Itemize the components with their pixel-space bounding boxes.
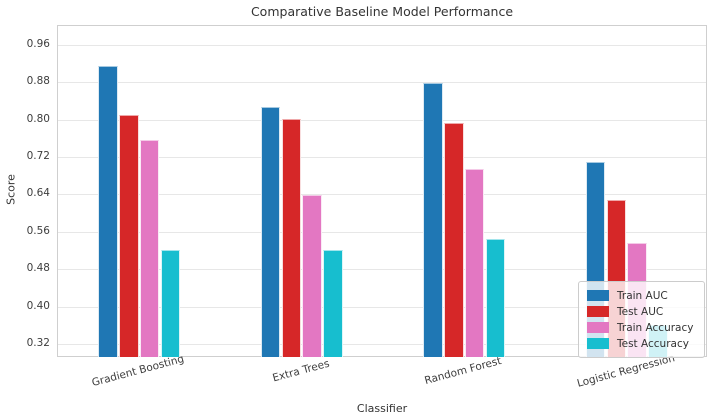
legend-entry: Test AUC — [587, 304, 696, 319]
legend-swatch — [587, 338, 609, 349]
bar-test-accuracy — [160, 249, 181, 357]
bar-train-accuracy — [302, 195, 322, 357]
gridline — [58, 306, 706, 308]
legend-swatch — [587, 322, 609, 333]
bar-train-auc — [260, 107, 281, 357]
bar-train-auc — [98, 65, 118, 357]
y-tick-label: 0.56 — [26, 224, 50, 237]
gridline — [58, 194, 706, 196]
y-tick-label: 0.88 — [26, 75, 50, 88]
y-tick-label: 0.32 — [26, 336, 50, 349]
gridline — [58, 269, 706, 271]
y-tick-label: 0.48 — [26, 262, 50, 275]
legend: Train AUC Test AUC Train Accuracy Test Accu… — [578, 281, 705, 358]
plot-area — [57, 25, 707, 357]
legend-label: Test Accuracy — [617, 337, 689, 350]
legend-entry: Test Accuracy — [587, 336, 696, 351]
x-axis-label: Classifier — [356, 402, 408, 415]
legend-entry: Train AUC — [587, 288, 696, 303]
bar-test-accuracy — [323, 249, 343, 357]
legend-label: Train AUC — [617, 289, 668, 302]
gridline — [58, 231, 706, 233]
chart-title: Comparative Baseline Model Performance — [250, 4, 514, 19]
y-tick-label: 0.40 — [26, 299, 50, 312]
y-tick-label: 0.96 — [26, 37, 50, 50]
gridline — [58, 119, 706, 121]
bar-test-auc — [119, 114, 139, 357]
gridline — [58, 343, 706, 345]
bar-test-auc — [281, 118, 302, 357]
y-tick-label: 0.72 — [26, 149, 50, 162]
legend-swatch — [587, 306, 609, 317]
legend-label: Train Accuracy — [617, 321, 694, 334]
legend-swatch — [587, 290, 609, 301]
y-tick-label: 0.80 — [26, 112, 50, 125]
bar-test-auc — [444, 122, 464, 357]
bar-train-accuracy — [464, 169, 485, 357]
gridline — [58, 156, 706, 158]
bar-test-accuracy — [485, 239, 506, 357]
gridline — [58, 82, 706, 84]
legend-entry: Train Accuracy — [587, 320, 696, 335]
y-tick-label: 0.64 — [26, 187, 50, 200]
bar-train-accuracy — [139, 139, 160, 357]
bar-train-auc — [423, 83, 443, 357]
gridline — [58, 44, 706, 46]
legend-label: Test AUC — [617, 305, 664, 318]
